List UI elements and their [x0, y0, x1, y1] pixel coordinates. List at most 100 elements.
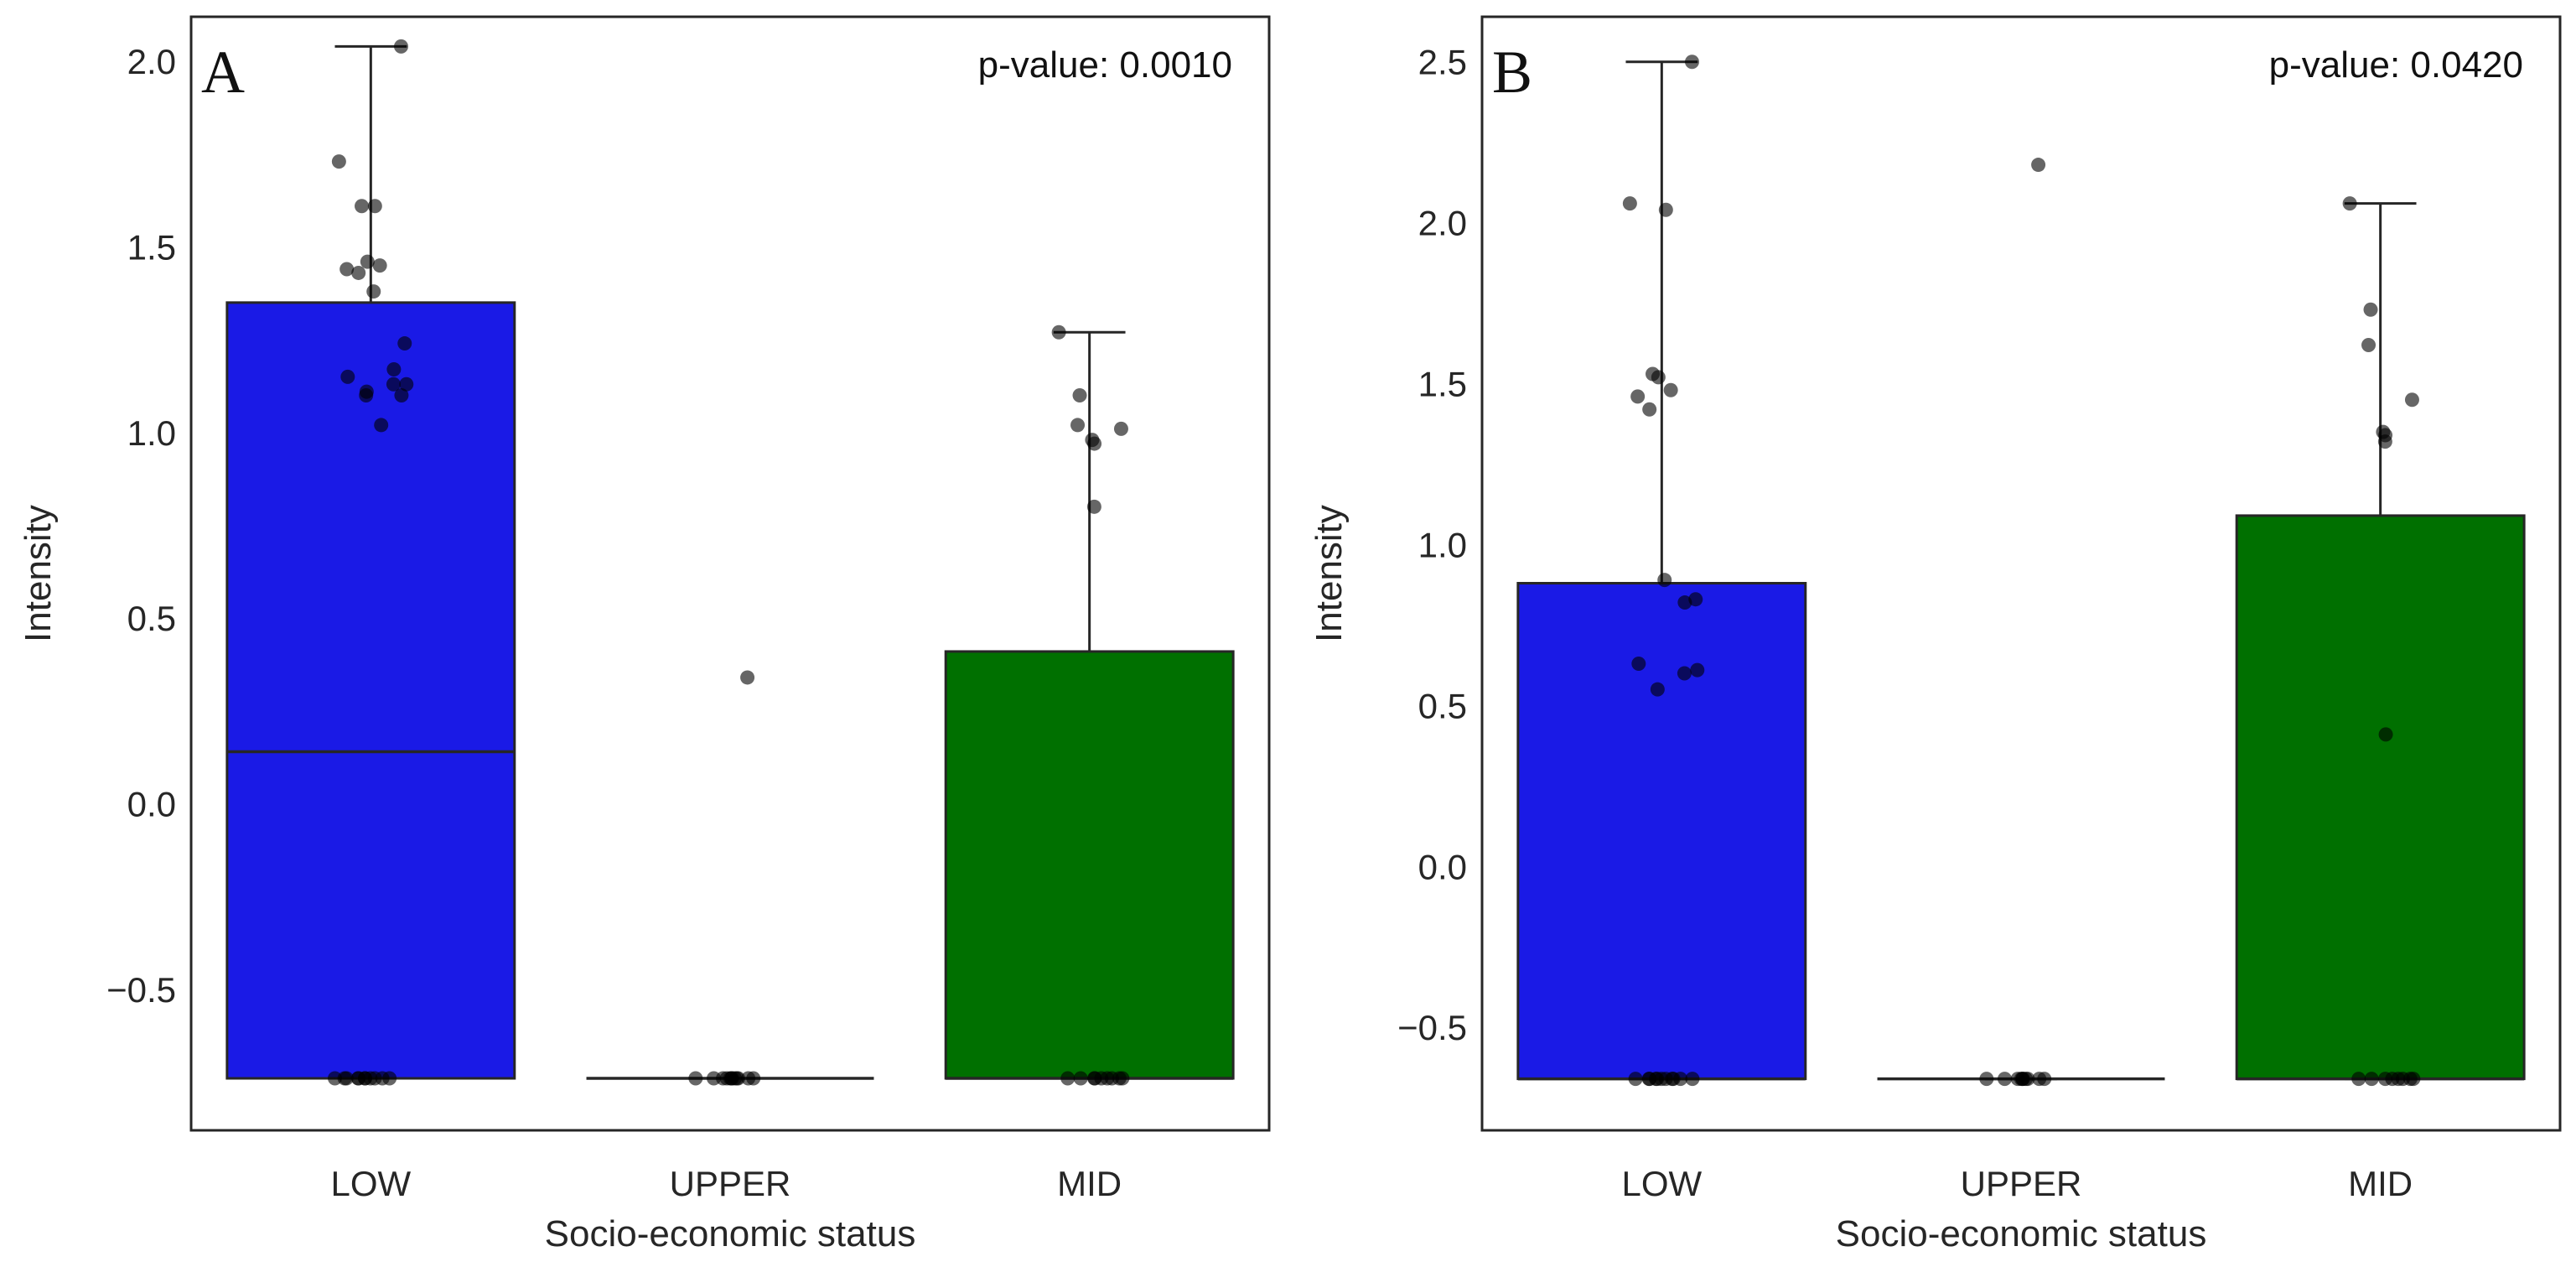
data-point-mid [1113, 421, 1128, 436]
data-point-upper [2031, 158, 2046, 173]
x-tick-label-a: UPPER [670, 1164, 791, 1203]
data-point-mid [1072, 388, 1087, 403]
box-low [225, 301, 516, 1080]
data-point-mid [2361, 337, 2376, 352]
data-point-low [374, 418, 389, 433]
data-point-mid [2406, 1072, 2421, 1087]
data-point-mid [2363, 302, 2378, 317]
plot-frame-a [189, 15, 1271, 1132]
y-tick-label-a: 2.0 [127, 42, 176, 81]
data-point-low [367, 199, 382, 214]
data-point-low [340, 369, 355, 384]
panel-b: −0.5 0.0 0.5 1.0 1.5 2.0 2.5 LOW UPPER MID B p-v… [1309, 15, 2562, 1254]
data-point-upper [2032, 1072, 2047, 1087]
data-point-mid [2378, 727, 2393, 742]
data-point-low [1658, 202, 1673, 217]
data-point-upper [688, 1071, 703, 1086]
y-tick-label-b: 1.5 [1418, 365, 1467, 404]
data-point-low [331, 154, 346, 169]
data-point-upper [2020, 1072, 2035, 1087]
x-tick-label-b: LOW [1621, 1164, 1702, 1203]
data-point-mid [1087, 436, 1102, 451]
data-point-mid [2404, 392, 2419, 408]
y-tick-label-a: 0.5 [127, 599, 176, 638]
y-tick-label-b: 0.0 [1418, 847, 1467, 886]
data-point-low [355, 199, 370, 214]
data-point-mid [2385, 1072, 2400, 1087]
plot-frame-b [1480, 15, 2562, 1132]
y-ticks-b: −0.5 0.0 0.5 1.0 1.5 2.0 2.5 [1397, 43, 1467, 1047]
data-point-mid [2377, 434, 2392, 449]
data-point-low [386, 362, 402, 377]
data-point-low [1657, 573, 1672, 588]
data-point-upper [716, 1071, 731, 1086]
marks-a [225, 39, 1235, 1086]
y-tick-label-a: 1.5 [127, 227, 176, 267]
data-point-low [351, 265, 366, 280]
x-ticks-b: LOW UPPER MID [1621, 1164, 2413, 1203]
y-tick-label-b: −0.5 [1397, 1008, 1467, 1047]
data-point-low [339, 262, 355, 277]
data-point-low [1666, 1072, 1681, 1087]
data-point-low [339, 1071, 354, 1086]
data-point-low [359, 388, 374, 403]
data-point-low [1677, 595, 1692, 610]
data-point-low [1663, 382, 1678, 397]
data-point-low [1654, 1072, 1669, 1087]
panel-letter-a: A [201, 39, 245, 106]
data-point-upper [740, 670, 755, 685]
panel-letter-b: B [1492, 39, 1532, 106]
data-point-low [1642, 402, 1657, 417]
data-point-mid [1051, 325, 1066, 340]
data-point-mid [1115, 1071, 1130, 1086]
data-point-mid [1060, 1071, 1075, 1086]
data-point-low [1688, 592, 1703, 607]
y-tick-label-b: 2.0 [1418, 204, 1467, 243]
data-point-low [397, 336, 412, 351]
data-point-low [1628, 1072, 1643, 1087]
data-point-mid [1073, 1071, 1088, 1086]
data-point-low [399, 376, 414, 392]
y-axis-title-b: Intensity [1309, 505, 1350, 642]
y-tick-label-b: 0.5 [1418, 686, 1467, 725]
data-point-upper [1979, 1072, 1994, 1087]
x-tick-label-b: MID [2348, 1164, 2413, 1203]
y-tick-label-b: 2.5 [1418, 43, 1467, 82]
data-point-mid [2351, 1072, 2366, 1087]
x-axis-title-b: Socio-economic status [1836, 1213, 2207, 1254]
data-point-low [1685, 1072, 1700, 1087]
data-point-low [366, 284, 381, 299]
data-point-low [394, 388, 409, 403]
data-point-low [1642, 1072, 1657, 1087]
data-point-low [1684, 55, 1699, 70]
data-point-low [375, 1071, 390, 1086]
y-axis-title-a: Intensity [18, 505, 59, 642]
box-low [1516, 582, 1807, 1081]
y-tick-label-b: 1.0 [1418, 525, 1467, 564]
x-axis-title-a: Socio-economic status [545, 1213, 916, 1254]
y-ticks-a: −0.5 0.0 0.5 1.0 1.5 2.0 [106, 42, 176, 1010]
data-point-low [360, 254, 375, 269]
y-tick-label-a: −0.5 [106, 970, 176, 1010]
data-point-low [1631, 656, 1646, 671]
data-point-low [372, 258, 387, 273]
data-point-mid [1094, 1071, 1109, 1086]
p-value-b: p-value: 0.0420 [2269, 44, 2523, 86]
data-point-mid [2364, 1072, 2379, 1087]
data-point-low [1690, 662, 1705, 678]
y-tick-label-a: 0.0 [127, 784, 176, 823]
marks-b [1516, 55, 2526, 1087]
x-tick-label-a: LOW [330, 1164, 411, 1203]
data-point-upper [731, 1071, 746, 1086]
x-tick-label-b: UPPER [1961, 1164, 2082, 1203]
data-point-mid [2342, 196, 2357, 211]
data-point-low [1650, 682, 1665, 697]
data-point-upper [1997, 1072, 2012, 1087]
data-point-low [357, 1071, 372, 1086]
data-point-low [1622, 196, 1637, 211]
p-value-a: p-value: 0.0010 [978, 44, 1232, 86]
data-point-low [327, 1071, 342, 1086]
box-mid [2235, 514, 2526, 1081]
data-point-mid [1086, 499, 1101, 514]
